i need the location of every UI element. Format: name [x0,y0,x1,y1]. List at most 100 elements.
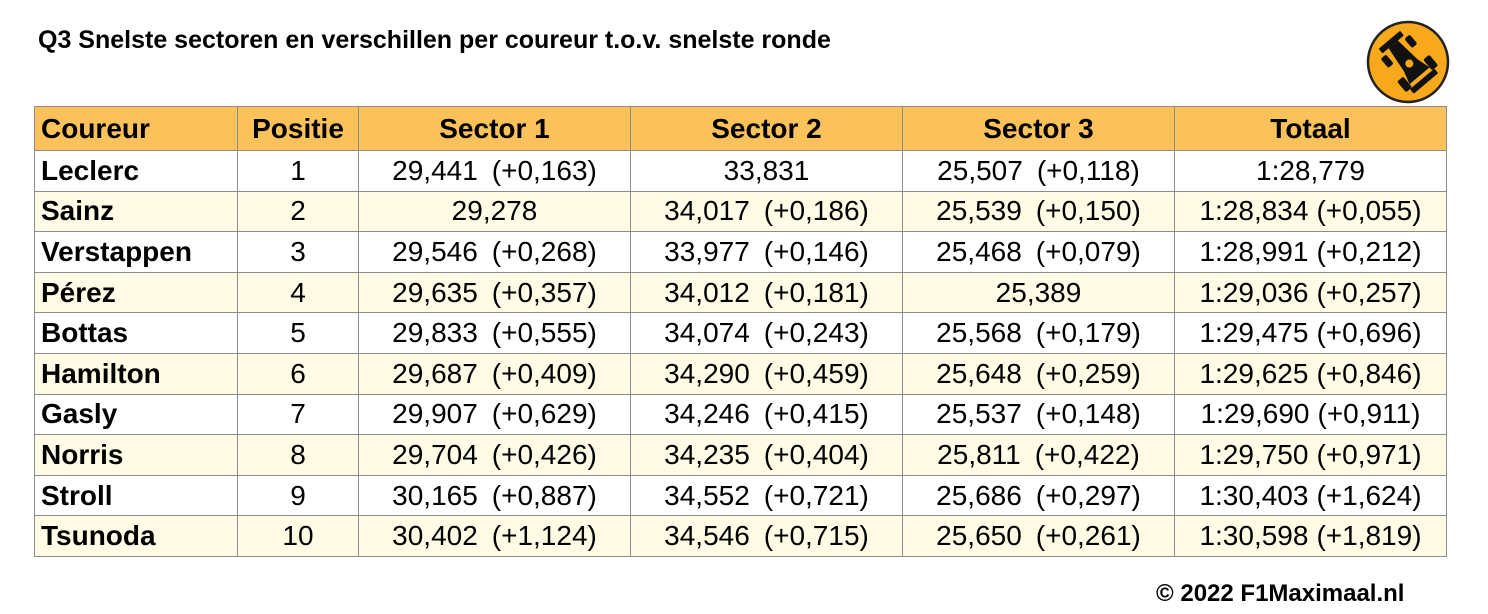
sector-1-time: 29,907 [392,398,478,430]
sector-2-delta: (+0,415) [763,398,869,430]
sector-2-time: 34,074 [664,317,750,349]
driver-cell: Norris [34,434,238,476]
sector-2-delta: (+0,404) [763,438,869,470]
sector-3-cell: 25,686 (+0,297) [902,474,1175,517]
total-cell: 1:28,834 (+0,055) [1174,190,1447,233]
position-cell: 3 [237,231,359,273]
col-header-coureur: Coureur [34,106,238,151]
total-delta: (+0,911) [1317,398,1421,430]
total-time: 1:28,779 [1256,154,1365,186]
table-row: Sainz 2 29,278 34,017 (+0,186) 25,539 (+0,150)… [34,190,1447,233]
sector-3-time: 25,686 [936,479,1022,511]
table-row: Hamilton 6 29,687 (+0,409) 34,290 (+0,459) 25,… [34,352,1447,395]
driver-cell: Gasly [34,393,238,436]
sector-2-cell: 34,546 (+0,715) [630,515,903,557]
sector-3-delta: (+0,150) [1035,195,1141,227]
table-row: Stroll 9 30,165 (+0,887) 34,552 (+0,721) 25,68… [34,474,1447,517]
sector-2-delta: (+0,146) [763,235,869,267]
sector-2-cell: 34,074 (+0,243) [630,312,903,354]
col-header-sector-2: Sector 2 [630,106,903,151]
sector-2-cell: 34,017 (+0,186) [630,190,903,233]
sector-3-time: 25,811 [937,438,1021,470]
position-cell: 8 [237,434,359,476]
sector-3-time: 25,539 [936,195,1022,227]
total-cell: 1:28,779 [1174,150,1447,192]
sector-2-time: 34,017 [664,195,750,227]
sector-1-cell: 29,704 (+0,426) [358,434,631,476]
total-cell: 1:29,750 (+0,971) [1174,434,1447,476]
header-row: Coureur Positie Sector 1 Sector 2 Sector… [34,106,1447,151]
sector-1-delta: (+1,124) [491,520,597,552]
total-time: 1:29,625 [1199,357,1309,389]
sector-1-time: 30,402 [392,520,478,552]
total-cell: 1:28,991 (+0,212) [1174,231,1447,273]
sector-2-time: 34,290 [664,357,750,389]
sector-1-time: 29,441 [392,154,478,186]
driver-cell: Hamilton [34,352,238,395]
driver-cell: Bottas [34,312,238,354]
sector-3-time: 25,389 [995,276,1082,308]
table-row: Pérez 4 29,635 (+0,357) 34,012 (+0,181) 25,389… [34,271,1447,314]
sector-2-time: 34,235 [664,438,750,470]
sector-3-cell: 25,650 (+0,261) [902,515,1175,557]
sector-2-delta: (+0,243) [763,317,869,349]
sector-2-delta: (+0,181) [763,276,869,308]
sector-1-cell: 29,278 [358,190,631,233]
sector-1-cell: 30,165 (+0,887) [358,474,631,517]
position-cell: 2 [237,190,359,233]
sector-3-time: 25,568 [936,317,1022,349]
sector-2-time: 34,246 [664,398,750,430]
total-cell: 1:29,625 (+0,846) [1174,352,1447,395]
position-cell: 5 [237,312,359,354]
table-row: Leclerc 1 29,441 (+0,163) 33,831 25,507 (+0,11… [34,150,1447,192]
total-time: 1:29,036 [1199,276,1309,308]
sector-3-cell: 25,811 (+0,422) [902,434,1175,476]
sector-1-time: 29,704 [392,438,478,470]
table-row: Verstappen 3 29,546 (+0,268) 33,977 (+0,146) 2… [34,231,1447,273]
sector-1-cell: 30,402 (+1,124) [358,515,631,557]
table-row: Gasly 7 29,907 (+0,629) 34,246 (+0,415) 25,537… [34,393,1447,436]
table-row: Norris 8 29,704 (+0,426) 34,235 (+0,404) 25,81… [34,434,1447,476]
total-delta: (+0,696) [1316,317,1422,349]
total-cell: 1:29,690 (+0,911) [1174,393,1447,436]
sector-2-cell: 34,235 (+0,404) [630,434,903,476]
driver-cell: Verstappen [34,231,238,273]
sector-2-cell: 34,246 (+0,415) [630,393,903,436]
col-header-sector-1: Sector 1 [358,106,631,151]
sector-1-delta: (+0,887) [491,479,597,511]
sector-3-delta: (+0,259) [1035,357,1141,389]
total-delta: (+0,971) [1316,438,1422,470]
sector-2-time: 34,552 [664,479,750,511]
sector-2-delta: (+0,459) [763,357,869,389]
total-delta: (+0,257) [1316,276,1422,308]
total-time: 1:29,690 [1200,398,1310,430]
sector-1-time: 29,635 [392,276,478,308]
position-cell: 9 [237,474,359,517]
sector-3-time: 25,507 [937,154,1023,186]
table-body: Leclerc 1 29,441 (+0,163) 33,831 25,507 (+0,11… [34,150,1447,557]
sector-1-delta: (+0,426) [491,438,597,470]
sector-2-cell: 34,290 (+0,459) [630,352,903,395]
sector-3-delta: (+0,079) [1035,235,1141,267]
sector-3-time: 25,650 [936,520,1022,552]
sector-2-cell: 34,552 (+0,721) [630,474,903,517]
sector-1-delta: (+0,629) [491,398,597,430]
sector-1-cell: 29,907 (+0,629) [358,393,631,436]
sector-3-time: 25,648 [936,357,1022,389]
total-time: 1:29,750 [1199,438,1309,470]
sector-2-delta: (+0,186) [763,195,869,227]
sector-1-delta: (+0,357) [491,276,597,308]
copyright: © 2022 F1Maximaal.nl [1156,580,1405,607]
sector-1-cell: 29,635 (+0,357) [358,271,631,314]
sector-1-delta: (+0,555) [491,317,597,349]
sector-1-time: 29,833 [392,317,478,349]
total-cell: 1:29,475 (+0,696) [1174,312,1447,354]
table-row: Bottas 5 29,833 (+0,555) 34,074 (+0,243) 25,56… [34,312,1447,354]
sector-3-time: 25,468 [936,235,1022,267]
sector-2-cell: 33,977 (+0,146) [630,231,903,273]
driver-cell: Stroll [34,474,238,517]
sector-1-time: 30,165 [392,479,478,511]
sector-3-delta: (+0,179) [1035,317,1141,349]
sector-3-cell: 25,539 (+0,150) [902,190,1175,233]
sector-2-cell: 33,831 [630,150,903,192]
